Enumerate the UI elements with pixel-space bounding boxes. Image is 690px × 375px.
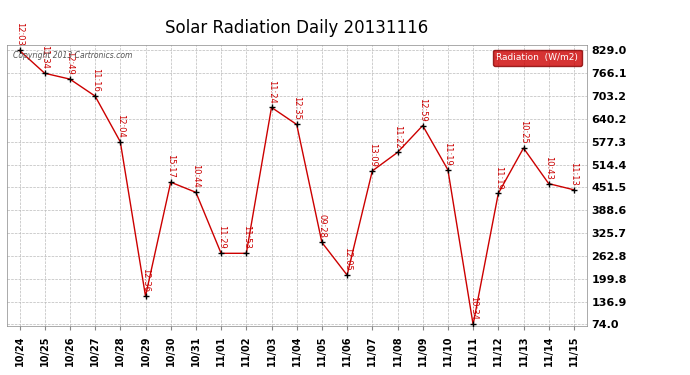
Text: 11:19: 11:19 bbox=[494, 165, 503, 189]
Text: 12:35: 12:35 bbox=[292, 96, 302, 120]
Text: 11:22: 11:22 bbox=[393, 124, 402, 148]
Text: 15:17: 15:17 bbox=[166, 154, 175, 178]
Text: 13:09: 13:09 bbox=[368, 143, 377, 167]
Text: 12:49: 12:49 bbox=[66, 51, 75, 75]
Text: 10:34: 10:34 bbox=[469, 296, 477, 320]
Text: 12:59: 12:59 bbox=[418, 98, 427, 122]
Text: 11:19: 11:19 bbox=[444, 142, 453, 166]
Text: 11:29: 11:29 bbox=[217, 225, 226, 249]
Text: 11:16: 11:16 bbox=[90, 68, 99, 92]
Text: 12:04: 12:04 bbox=[116, 114, 125, 138]
Text: 11:53: 11:53 bbox=[241, 225, 250, 249]
Text: 10:25: 10:25 bbox=[519, 120, 528, 144]
Text: 11:13: 11:13 bbox=[569, 162, 578, 186]
Text: 12:03: 12:03 bbox=[15, 22, 24, 46]
Text: 11:24: 11:24 bbox=[267, 80, 276, 103]
Text: 11:34: 11:34 bbox=[40, 45, 49, 69]
Text: 10:44: 10:44 bbox=[191, 164, 200, 188]
Text: 12:05: 12:05 bbox=[343, 247, 352, 271]
Text: Solar Radiation Daily 20131116: Solar Radiation Daily 20131116 bbox=[165, 19, 428, 37]
Text: Copyright 2013 Cartronics.com: Copyright 2013 Cartronics.com bbox=[12, 51, 132, 60]
Legend: Radiation  (W/m2): Radiation (W/m2) bbox=[493, 50, 582, 66]
Text: 09:28: 09:28 bbox=[317, 214, 326, 238]
Text: 12:36: 12:36 bbox=[141, 268, 150, 292]
Text: 10:43: 10:43 bbox=[544, 156, 553, 180]
